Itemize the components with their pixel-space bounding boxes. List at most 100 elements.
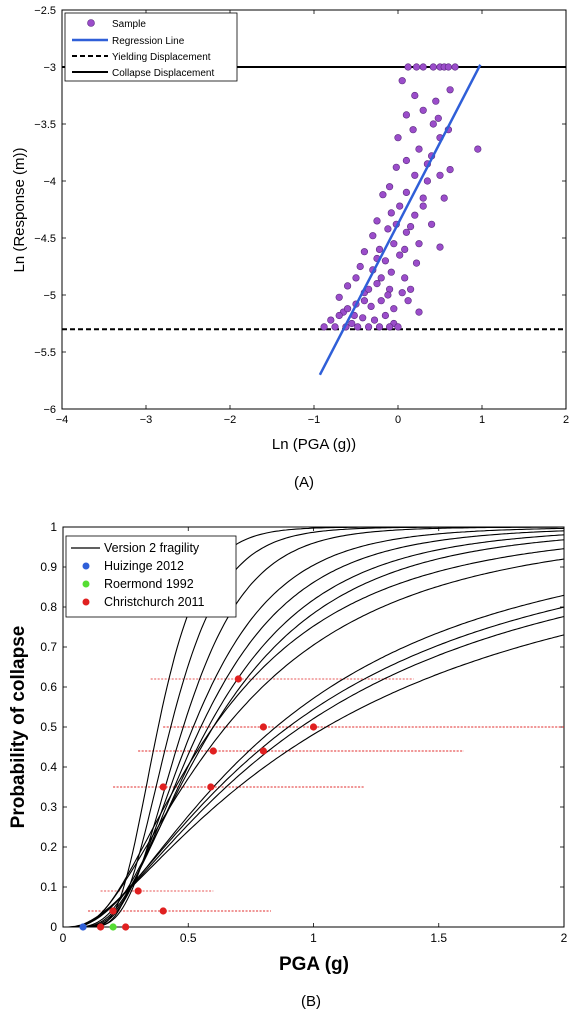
legend-regression-label: Regression Line — [112, 36, 185, 47]
sample-point — [409, 126, 417, 134]
legend-huizinge-label: Huizinge 2012 — [104, 559, 184, 573]
panel-b-series — [67, 526, 565, 931]
b-y-tick-label: 0.3 — [40, 800, 57, 814]
panel-a-x-axis-label: Ln (PGA (g)) — [272, 436, 356, 453]
sample-point — [398, 77, 406, 85]
sample-point — [373, 217, 381, 225]
sample-point — [402, 156, 411, 165]
legend-fragility-label: Version 2 fragility — [104, 541, 200, 555]
panel-a-y-axis-label: Ln (Response (m)) — [11, 147, 28, 272]
sample-point — [360, 297, 369, 305]
sample-point — [407, 223, 415, 231]
a-x-tick-label: 2 — [563, 414, 569, 426]
b-x-tick-label: 2 — [561, 931, 568, 945]
sample-point — [384, 291, 392, 299]
christchurch-point — [309, 723, 318, 731]
sample-point — [411, 91, 419, 100]
christchurch-point — [234, 675, 242, 683]
sample-point — [402, 111, 411, 119]
sample-point — [451, 63, 459, 71]
sample-point — [398, 289, 406, 297]
sample-point — [440, 194, 448, 202]
fragility-curve — [68, 539, 565, 928]
sample-point — [365, 323, 373, 331]
sample-point — [335, 311, 343, 320]
christchurch-point — [209, 747, 217, 755]
sample-point — [429, 120, 437, 128]
christchurch-point — [259, 747, 267, 755]
sample-point — [384, 225, 392, 233]
panel-b: 0 0.5 1 1.5 2 0 0.1 0.2 0.3 0.4 0.5 0.6 0.7 0.8 0.9 1 P… — [8, 520, 568, 1010]
panel-b-label: (B) — [301, 993, 321, 1010]
sample-point — [386, 183, 394, 191]
sample-point — [419, 194, 427, 202]
sample-point — [394, 134, 402, 142]
a-y-tick-label: −3.5 — [34, 119, 56, 131]
sample-point — [396, 202, 404, 210]
sample-point — [352, 274, 360, 282]
a-x-tick-label: −2 — [224, 414, 237, 426]
roermond-point — [109, 923, 117, 931]
sample-point — [474, 145, 482, 153]
a-x-tick-label: −1 — [308, 414, 321, 426]
b-y-tick-label: 0.4 — [40, 760, 57, 774]
sample-point — [429, 63, 437, 71]
sample-point — [369, 232, 377, 240]
legend-roermond-label: Roermond 1992 — [104, 577, 194, 591]
sample-point — [446, 166, 454, 174]
sample-point — [370, 316, 379, 324]
sample-point — [411, 211, 419, 219]
a-x-tick-label: 0 — [395, 414, 401, 426]
sample-point — [415, 308, 423, 316]
panel-b-ticks: 0 0.5 1 1.5 2 0 0.1 0.2 0.3 0.4 0.5 0.6 0.7 0.8 0.9 1 — [40, 520, 567, 945]
sample-point — [419, 106, 427, 114]
sample-point — [373, 280, 381, 288]
b-y-tick-label: 0.9 — [40, 560, 57, 574]
sample-point — [335, 293, 343, 301]
sample-point — [327, 316, 335, 324]
a-y-tick-label: −2.5 — [34, 5, 56, 17]
a-y-tick-label: −3 — [43, 62, 56, 74]
panel-a-series — [62, 63, 566, 376]
sample-point — [401, 274, 409, 282]
a-x-tick-label: −4 — [56, 414, 69, 426]
christchurch-point — [259, 723, 267, 731]
sample-point — [415, 240, 423, 248]
sample-point — [415, 145, 423, 153]
a-y-tick-label: −5 — [43, 290, 56, 302]
b-y-tick-label: 1 — [50, 520, 57, 534]
sample-point — [407, 285, 415, 293]
sample-point — [402, 228, 411, 236]
sample-point — [331, 323, 339, 331]
legend-collapse-label: Collapse Displacement — [112, 68, 214, 79]
b-y-tick-label: 0.1 — [40, 880, 57, 894]
christchurch-point — [159, 907, 167, 915]
sample-point — [390, 305, 398, 313]
sample-point — [432, 97, 440, 105]
sample-point — [434, 114, 442, 122]
sample-point — [344, 282, 352, 290]
fragility-curve — [67, 615, 565, 928]
sample-point — [377, 274, 385, 282]
sample-point — [354, 323, 362, 331]
christchurch-point — [207, 783, 215, 791]
sample-point — [344, 305, 352, 313]
sample-point — [387, 268, 395, 276]
a-y-tick-label: −6 — [43, 404, 56, 416]
fragility-curve — [68, 558, 565, 928]
sample-point — [367, 302, 375, 311]
sample-point — [428, 220, 436, 228]
sample-point — [402, 188, 411, 196]
fragility-curve — [67, 634, 565, 928]
a-x-tick-label: −3 — [140, 414, 153, 426]
fragility-curve — [68, 548, 565, 928]
christchurch-point — [159, 783, 167, 791]
panel-b-y-axis-label: Probability of collapse — [8, 626, 29, 829]
sample-point — [436, 243, 444, 251]
sample-point — [375, 323, 384, 331]
huizinge-point — [79, 923, 87, 931]
a-y-tick-label: −4.5 — [34, 233, 56, 245]
panel-b-x-axis-label: PGA (g) — [279, 954, 349, 975]
sample-point — [390, 240, 398, 248]
